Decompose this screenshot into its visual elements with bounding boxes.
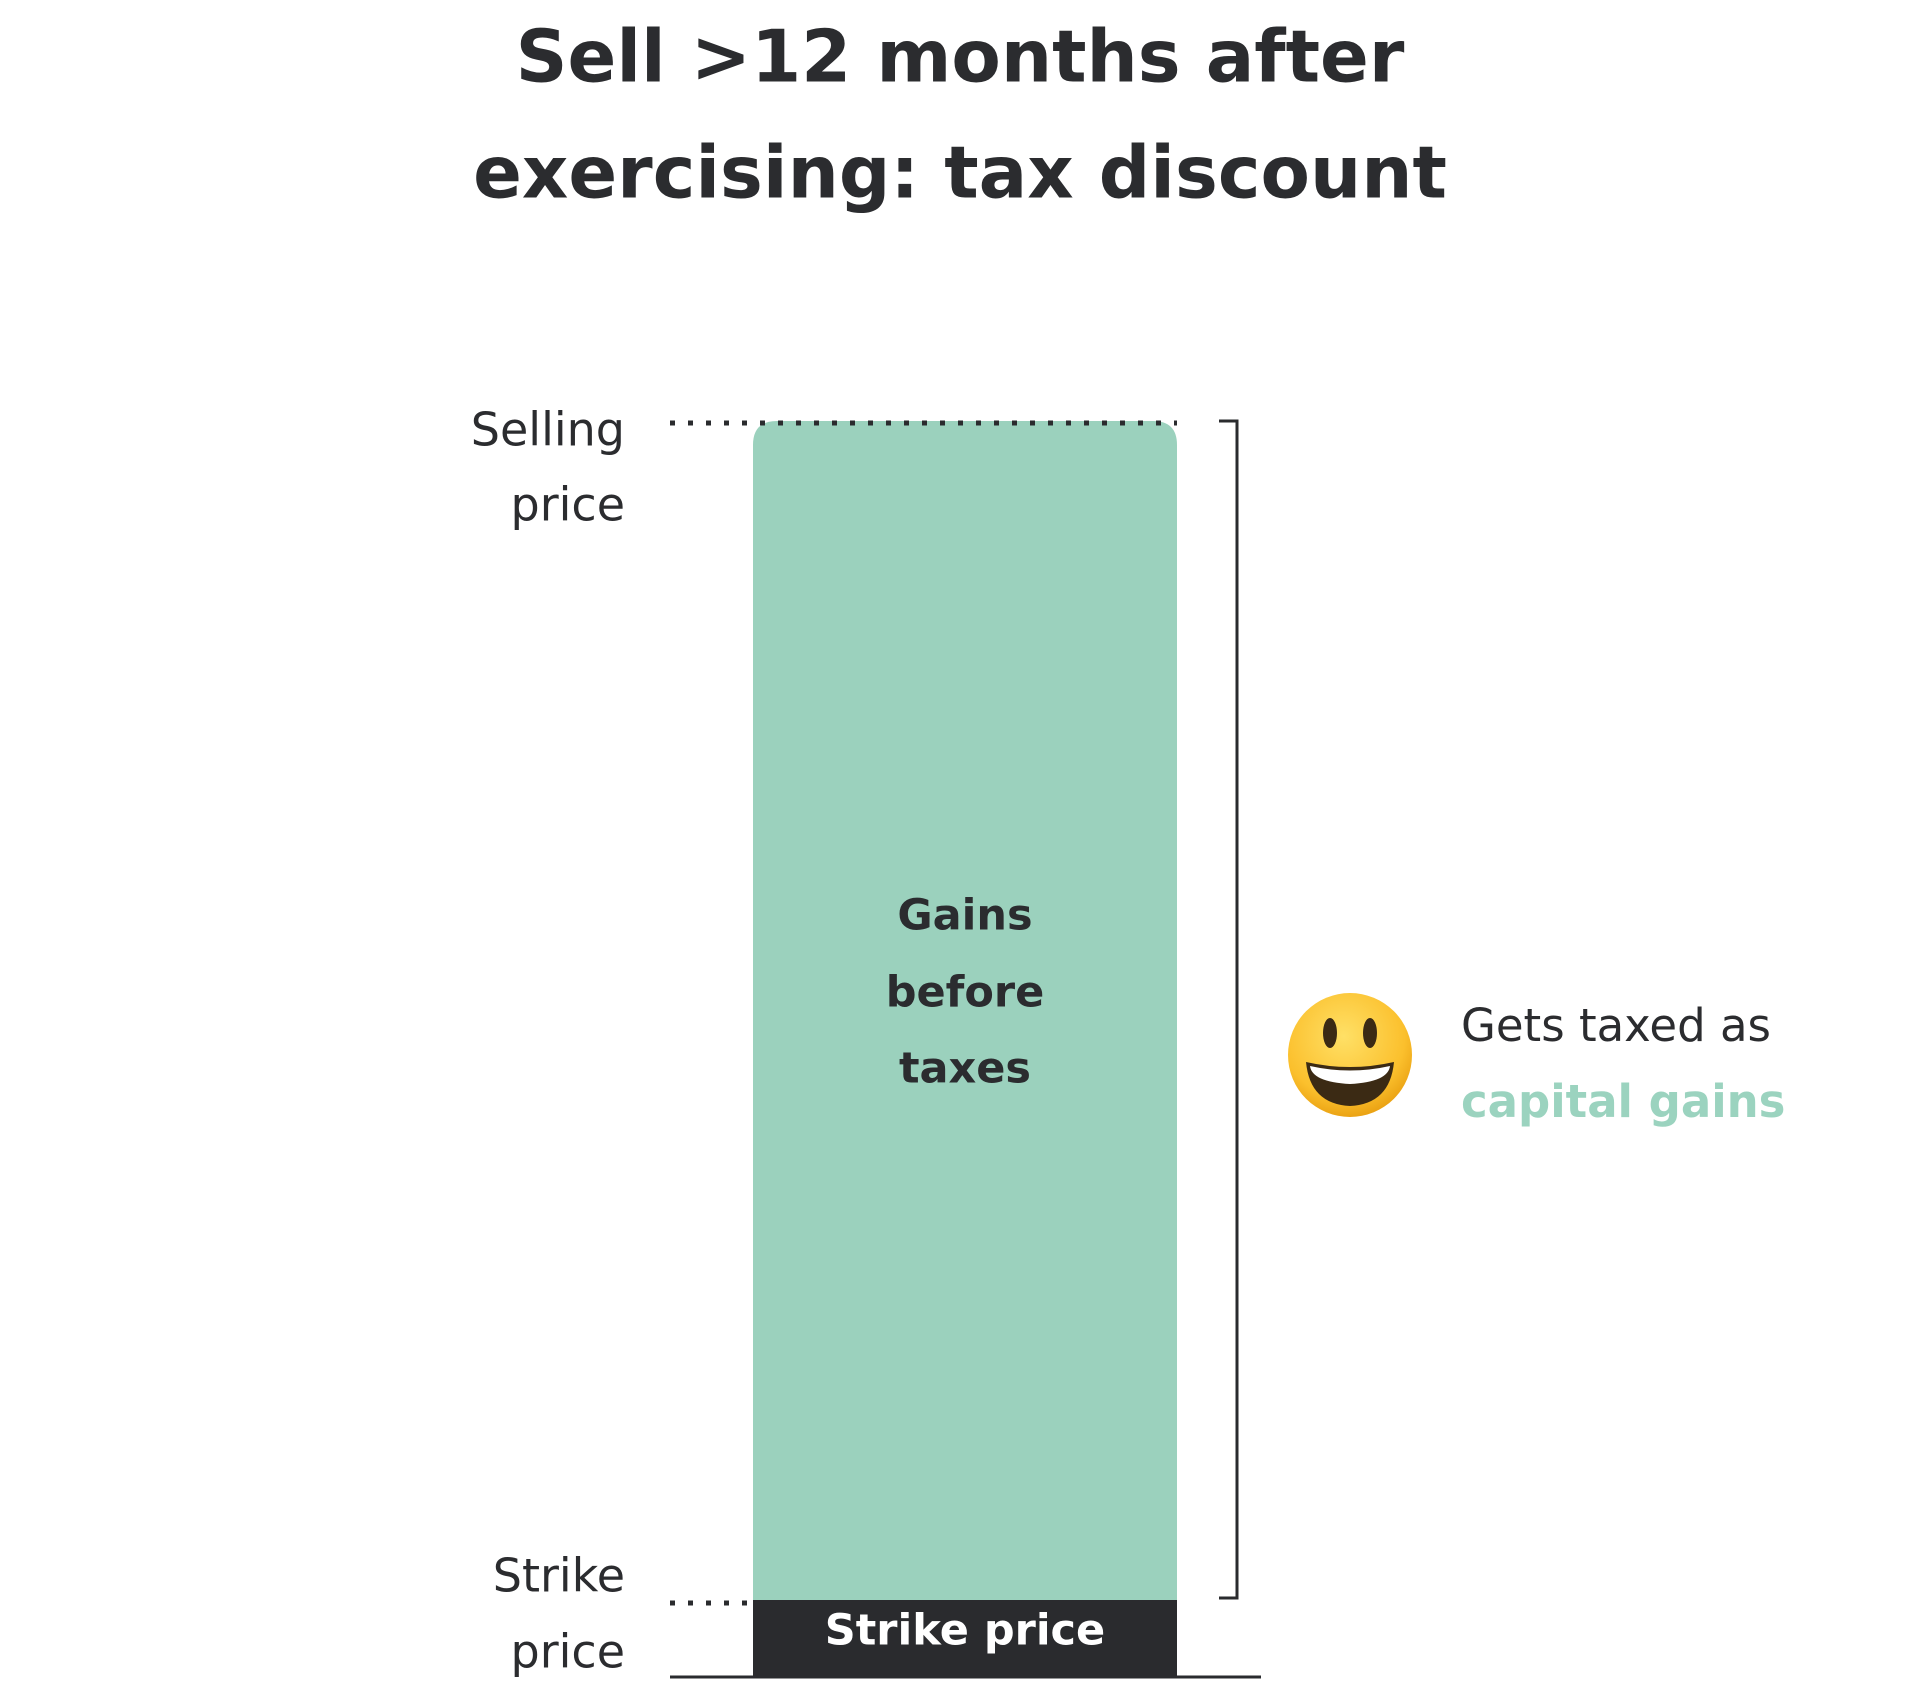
note-highlight: capital gains (1461, 1075, 1785, 1128)
gains-bar (753, 421, 1177, 1600)
level-label: Selling (471, 403, 625, 457)
strike-bar (753, 1600, 1177, 1677)
smiley-icon (1288, 993, 1412, 1117)
note-text: Gets taxed as (1461, 999, 1771, 1052)
level-label: price (511, 1625, 625, 1679)
title: Sell >12 months after (516, 15, 1405, 99)
bar-label: before (886, 968, 1045, 1018)
bar-label: Strike price (825, 1606, 1105, 1656)
title: exercising: tax discount (473, 131, 1447, 215)
bar-label: taxes (899, 1044, 1031, 1094)
bracket (1219, 419, 1239, 1600)
bar-label: Gains (897, 891, 1032, 941)
level-label: price (511, 478, 625, 532)
level-label: Strike (493, 1549, 625, 1603)
